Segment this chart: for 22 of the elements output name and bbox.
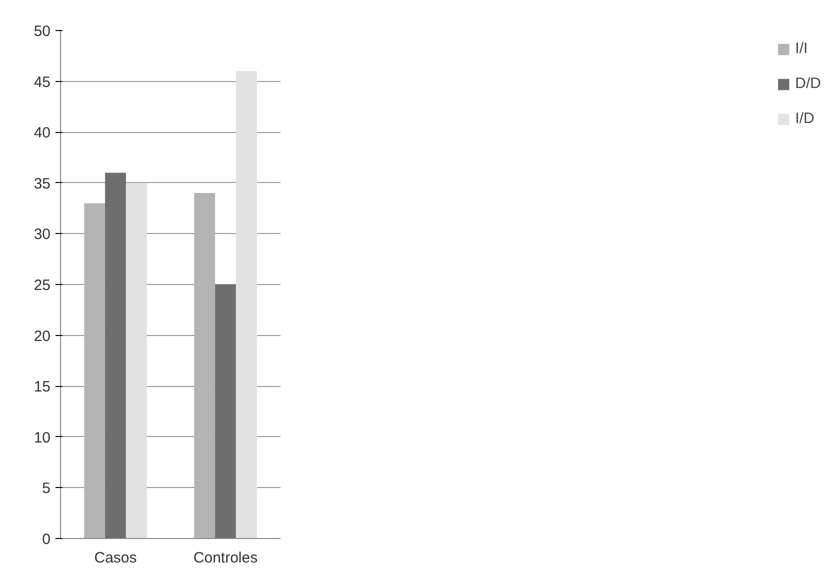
bar [126, 182, 147, 538]
bar [215, 284, 236, 538]
x-tick-label: Controles [193, 550, 258, 566]
y-tick-label: 45 [34, 74, 51, 91]
y-tick-label: 10 [34, 429, 51, 446]
legend-label: I/I [795, 40, 809, 57]
y-tick-label: 0 [42, 531, 50, 548]
bar [236, 71, 257, 538]
y-tick-label: 50 [34, 23, 51, 40]
y-tick-label: 15 [34, 378, 51, 396]
bar [84, 203, 106, 538]
x-tick-label: Casos [94, 550, 137, 566]
y-tick-label: 5 [42, 480, 50, 498]
legend-label: I/D [795, 110, 816, 127]
y-tick-label: 35 [34, 175, 51, 192]
bar [105, 172, 126, 538]
y-tick-label: 20 [34, 328, 51, 345]
bar [194, 193, 216, 538]
y-tick-label: 30 [34, 226, 51, 244]
y-tick-label: 40 [34, 124, 51, 142]
legend-label: D/D [795, 75, 821, 92]
y-tick-label: 25 [34, 277, 51, 294]
